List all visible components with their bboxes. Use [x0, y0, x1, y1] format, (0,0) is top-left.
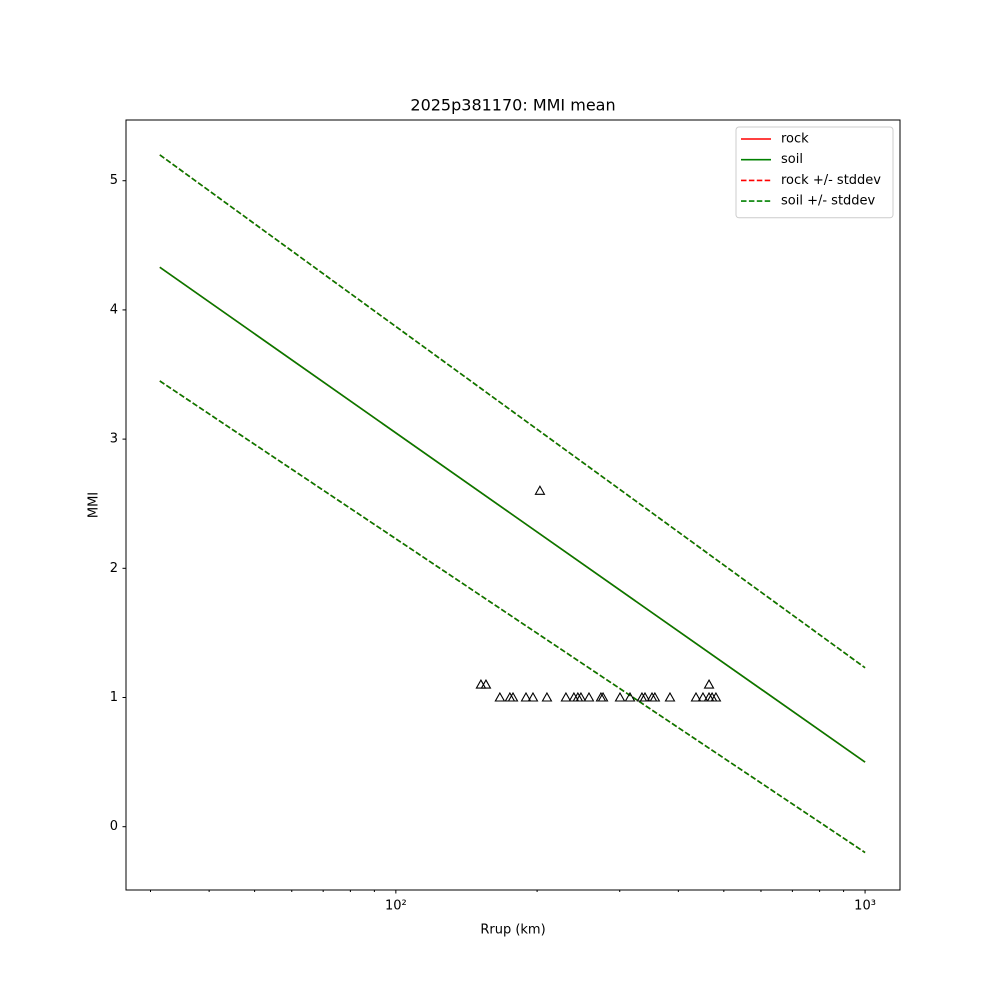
station-marker [520, 691, 532, 702]
station-marker [664, 691, 676, 702]
station-marker [649, 691, 661, 702]
station-marker [690, 691, 702, 702]
x-tick-label: 10³ [854, 899, 876, 914]
station-marker [527, 691, 539, 702]
station-marker [597, 691, 609, 702]
legend-label: rock +/- stddev [781, 173, 881, 188]
station-marker [703, 678, 715, 689]
station-marker [541, 691, 553, 702]
station-marker [639, 691, 651, 702]
station-marker [710, 691, 722, 702]
station-marker [583, 691, 595, 702]
x-tick-label: 10² [385, 899, 407, 914]
x-axis-label: Rrup (km) [480, 923, 545, 938]
station-marker [624, 691, 636, 702]
station-marker [697, 691, 709, 702]
station-marker [507, 691, 519, 702]
y-axis-label: MMI [87, 492, 102, 518]
y-tick-label: 4 [110, 302, 118, 317]
stddev-line [159, 154, 866, 669]
axes-frame [125, 119, 901, 891]
station-marker [494, 691, 506, 702]
y-tick-label: 5 [110, 173, 118, 188]
y-tick-label: 2 [110, 561, 118, 576]
y-tick-label: 0 [110, 819, 118, 834]
station-marker [534, 485, 546, 495]
chart-title: 2025p381170: MMI mean [410, 96, 615, 115]
y-tick-label: 3 [110, 432, 118, 447]
stddev-line [159, 380, 866, 854]
y-tick-label: 1 [110, 690, 118, 705]
station-marker [480, 678, 492, 689]
plot-area [159, 154, 866, 854]
legend-label: soil [781, 152, 803, 167]
station-marker [575, 691, 587, 702]
mean-line [159, 266, 866, 763]
station-marker [614, 691, 626, 702]
legend-box [735, 126, 894, 219]
station-marker [560, 691, 572, 702]
legend-label: rock [781, 132, 809, 147]
legend-label: soil +/- stddev [781, 194, 876, 209]
